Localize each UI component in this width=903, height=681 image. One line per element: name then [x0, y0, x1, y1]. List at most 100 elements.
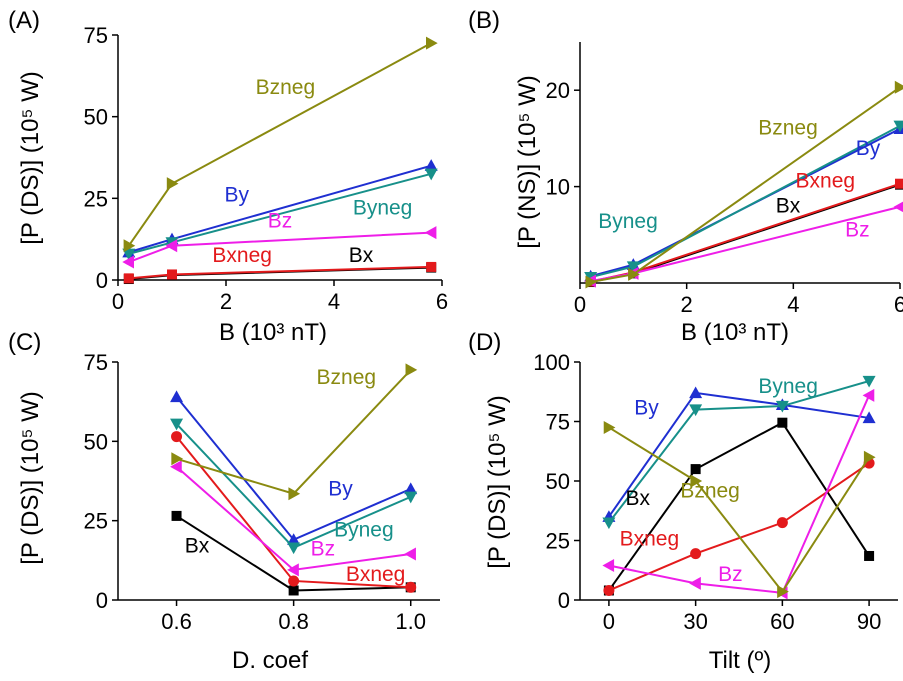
series-label-byneg: Byneg	[334, 519, 394, 542]
data-point-by	[287, 533, 301, 545]
data-point-byneg	[862, 375, 876, 388]
data-point-bzneg	[405, 363, 418, 377]
x-tick-label: 6	[894, 292, 903, 317]
y-tick-label: 100	[533, 350, 570, 375]
series-label-bx: Bx	[626, 487, 651, 510]
series-line-byneg	[608, 380, 870, 524]
x-tick-label: 2	[681, 292, 693, 317]
y-tick-label: 25	[84, 186, 108, 211]
data-point-bzneg	[894, 80, 903, 94]
series-label-by: By	[225, 184, 250, 207]
data-point-bxneg	[405, 581, 417, 593]
data-point-bzneg	[690, 474, 703, 488]
data-point-bxneg	[288, 575, 300, 587]
data-point-byneg	[170, 418, 184, 431]
series-label-bzneg: Bzneg	[680, 480, 740, 503]
y-tick-label: 20	[546, 78, 570, 103]
panel-c-tag: (C)	[8, 329, 41, 356]
panel-b-y-axis-title: [P (NS)] (10⁵ W)	[514, 75, 541, 249]
x-tick-label: 0.8	[278, 609, 309, 634]
data-point-by	[424, 159, 438, 171]
y-tick-label: 0	[96, 268, 108, 293]
data-point-bz	[602, 558, 615, 572]
x-tick-label: 0.6	[161, 609, 192, 634]
panel-b-x-axis-title: B (10³ nT)	[681, 319, 789, 346]
x-tick-label: 1.0	[395, 609, 426, 634]
panel-a-y-axis-title: [P (DS)] (10⁵ W)	[17, 71, 44, 245]
panel-d-plot-area: 0 30 60 90 0 25 50 75 100 By Byneg Bx Bzneg Bxneg Bz	[533, 350, 898, 634]
data-point-bzneg	[123, 239, 136, 253]
series-label-bz: Bz	[845, 219, 870, 242]
x-tick-label: 30	[683, 609, 707, 634]
data-point-bx	[690, 464, 701, 475]
data-point-by	[862, 411, 876, 424]
data-point-bx	[171, 510, 182, 521]
data-point-bz	[165, 239, 178, 253]
panel-b: (B) [P (NS)] (10⁵ W) B (10³ nT) 0 2 4 6 10 20…	[468, 7, 903, 346]
series-label-by: By	[328, 477, 353, 500]
data-point-bzneg	[166, 177, 179, 191]
data-point-bz	[404, 547, 416, 561]
series-label-bzneg: Bzneg	[317, 366, 377, 389]
panel-d: (D) [P (DS)] (10⁵ W) Tilt (º) 0 30 60 90 0 25…	[468, 329, 898, 674]
data-point-byneg	[689, 404, 703, 417]
data-point-bzneg	[426, 36, 438, 50]
series-label-bzneg: Bzneg	[758, 117, 818, 140]
x-tick-label: 2	[220, 289, 232, 314]
y-tick-label: 25	[546, 529, 570, 554]
series-label-bx: Bx	[776, 195, 801, 218]
data-point-byneg	[287, 542, 301, 555]
data-point-bxneg	[123, 273, 134, 284]
panel-d-x-axis-title: Tilt (º)	[709, 647, 772, 674]
data-point-bzneg	[628, 267, 640, 281]
series-label-bzneg: Bzneg	[256, 76, 316, 99]
x-tick-label: 4	[328, 289, 340, 314]
series-label-bx: Bx	[185, 534, 210, 557]
series-label-bxneg: Bxneg	[620, 527, 680, 550]
data-point-bz	[689, 576, 701, 590]
panel-a-tag: (A)	[8, 7, 40, 34]
data-point-bz	[170, 460, 182, 474]
data-point-bz	[122, 255, 134, 269]
data-point-byneg	[893, 120, 903, 133]
series-label-bxneg: Bxneg	[212, 244, 272, 267]
series-label-bxneg: Bxneg	[796, 170, 856, 193]
y-tick-label: 10	[546, 175, 570, 200]
y-tick-label: 50	[84, 105, 108, 130]
data-point-bz	[287, 563, 299, 577]
data-point-bzneg	[777, 585, 789, 599]
y-tick-label: 75	[546, 410, 570, 435]
panel-a-plot-area: 0 2 4 6 0 25 50 75 Bzneg By Bz Byneg Bxneg Bx	[84, 23, 449, 314]
series-line-bz	[608, 394, 871, 594]
x-tick-label: 60	[770, 609, 794, 634]
series-line-bx	[608, 421, 870, 592]
data-point-bz	[424, 226, 437, 240]
panel-c: (C) [P (DS)] (10⁵ W) D. coef 0.6 0.8 1.0 0 2…	[8, 329, 440, 674]
data-point-bzneg	[603, 420, 616, 434]
x-tick-label: 90	[857, 609, 881, 634]
data-point-bzneg	[585, 275, 598, 289]
data-point-bzneg	[171, 452, 184, 466]
data-point-bxneg	[426, 261, 437, 272]
y-tick-label: 0	[558, 588, 570, 613]
series-label-bz: Bz	[718, 563, 743, 586]
series-label-byneg: Byneg	[758, 375, 818, 398]
data-point-bzneg	[288, 487, 301, 501]
data-point-bxneg	[690, 548, 702, 560]
y-tick-label: 0	[96, 588, 108, 613]
panel-c-x-axis-title: D. coef	[232, 647, 308, 674]
data-point-bxneg	[603, 584, 615, 596]
data-point-byneg	[775, 400, 789, 413]
data-point-bz	[893, 201, 903, 213]
x-tick-label: 6	[436, 289, 448, 314]
y-tick-label: 50	[84, 429, 108, 454]
data-point-bz	[862, 388, 875, 402]
series-label-by: By	[856, 137, 881, 160]
series-label-by: By	[634, 396, 659, 419]
series-line-bzneg	[608, 426, 870, 594]
panel-d-y-axis-title: [P (DS)] (10⁵ W)	[484, 395, 511, 569]
data-point-byneg	[424, 168, 438, 181]
data-point-bxneg	[895, 178, 903, 189]
